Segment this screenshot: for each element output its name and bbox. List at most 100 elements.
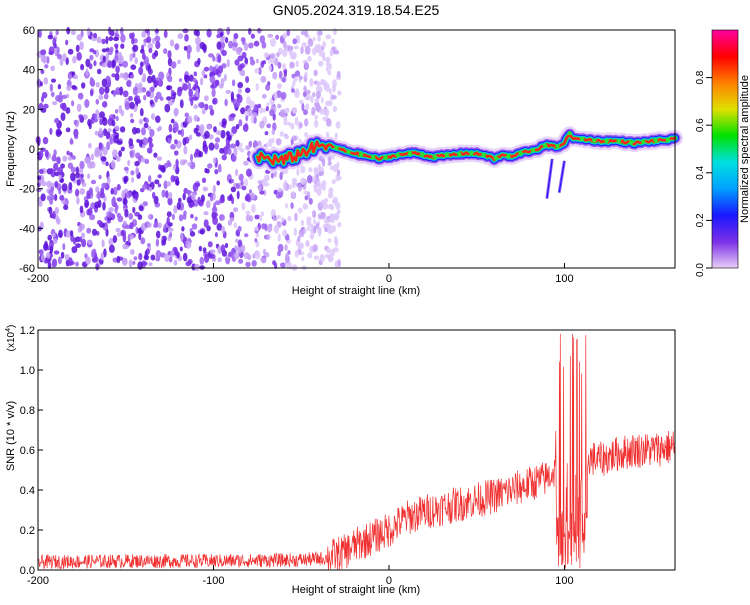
noise-speckle bbox=[240, 69, 246, 77]
noise-speckle bbox=[180, 232, 184, 241]
noise-speckle bbox=[323, 219, 330, 224]
noise-speckle bbox=[179, 99, 184, 109]
noise-speckle bbox=[252, 112, 258, 118]
noise-speckle bbox=[179, 78, 182, 83]
noise-speckle bbox=[147, 214, 151, 220]
noise-speckle bbox=[58, 174, 62, 180]
noise-speckle bbox=[193, 127, 199, 134]
noise-speckle bbox=[304, 132, 309, 137]
noise-speckle bbox=[95, 82, 100, 88]
noise-speckle bbox=[245, 87, 251, 94]
snr-x-tick-label: -200 bbox=[27, 575, 49, 587]
noise-speckle bbox=[240, 180, 244, 186]
noise-speckle bbox=[269, 53, 276, 59]
noise-speckle bbox=[170, 61, 177, 69]
noise-speckle bbox=[122, 197, 128, 206]
noise-speckle bbox=[166, 96, 172, 101]
noise-speckle bbox=[97, 191, 101, 200]
noise-speckle bbox=[44, 149, 49, 158]
noise-speckle bbox=[220, 244, 226, 254]
noise-speckle bbox=[215, 79, 220, 87]
noise-speckle bbox=[277, 233, 281, 242]
noise-speckle bbox=[107, 128, 112, 133]
noise-speckle bbox=[101, 78, 108, 88]
noise-speckle bbox=[115, 156, 121, 162]
noise-speckle bbox=[231, 79, 236, 87]
noise-speckle bbox=[132, 52, 136, 59]
noise-speckle bbox=[108, 207, 114, 213]
noise-speckle bbox=[281, 217, 285, 223]
noise-speckle bbox=[277, 243, 284, 253]
noise-speckle bbox=[197, 196, 201, 205]
noise-speckle bbox=[81, 82, 86, 89]
noise-speckle bbox=[191, 223, 198, 230]
noise-speckle bbox=[71, 155, 76, 160]
ridge-peak bbox=[371, 155, 376, 160]
noise-speckle bbox=[55, 215, 60, 223]
noise-speckle bbox=[313, 218, 317, 225]
noise-speckle bbox=[120, 43, 125, 49]
noise-speckle bbox=[250, 33, 256, 39]
noise-speckle bbox=[43, 77, 49, 85]
noise-speckle bbox=[225, 37, 229, 44]
noise-speckle bbox=[183, 145, 188, 155]
noise-speckle bbox=[133, 256, 138, 261]
noise-speckle bbox=[318, 86, 323, 93]
noise-speckle bbox=[112, 128, 117, 134]
noise-speckle bbox=[299, 99, 304, 104]
noise-speckle bbox=[84, 99, 90, 108]
noise-speckle bbox=[299, 122, 303, 128]
noise-speckle bbox=[320, 199, 325, 207]
noise-speckle bbox=[290, 122, 295, 130]
noise-speckle bbox=[198, 151, 203, 158]
noise-speckle bbox=[249, 100, 255, 108]
noise-speckle bbox=[295, 89, 299, 95]
noise-speckle bbox=[324, 108, 330, 117]
noise-speckle bbox=[40, 107, 47, 113]
noise-speckle bbox=[166, 181, 171, 187]
noise-speckle bbox=[275, 34, 280, 40]
noise-speckle bbox=[142, 184, 148, 190]
noise-speckle bbox=[182, 252, 188, 262]
noise-speckle bbox=[139, 61, 144, 68]
noise-speckle bbox=[90, 179, 97, 185]
ridge-peak bbox=[334, 145, 339, 151]
noise-speckle bbox=[178, 197, 182, 203]
noise-speckle bbox=[218, 65, 223, 74]
noise-speckle bbox=[257, 103, 262, 109]
noise-speckle bbox=[284, 135, 289, 140]
noise-speckle bbox=[208, 104, 213, 111]
noise-speckle bbox=[307, 38, 314, 47]
noise-speckle bbox=[75, 261, 79, 267]
noise-speckle bbox=[316, 81, 322, 86]
ridge-peak bbox=[407, 151, 413, 156]
noise-speckle bbox=[169, 39, 175, 47]
noise-speckle bbox=[225, 143, 231, 150]
noise-speckle bbox=[269, 109, 275, 117]
noise-speckle bbox=[238, 142, 243, 148]
noise-speckle bbox=[262, 178, 267, 187]
noise-speckle bbox=[189, 134, 193, 141]
noise-speckle bbox=[141, 127, 146, 136]
noise-speckle bbox=[233, 222, 238, 229]
noise-speckle bbox=[193, 29, 198, 36]
noise-speckle bbox=[235, 169, 239, 177]
noise-speckle bbox=[177, 59, 181, 65]
noise-speckle bbox=[50, 91, 55, 97]
noise-speckle bbox=[261, 108, 267, 113]
noise-speckle bbox=[120, 27, 124, 36]
noise-speckle bbox=[288, 184, 292, 190]
noise-speckle bbox=[114, 206, 118, 214]
noise-speckle bbox=[292, 80, 296, 87]
noise-speckle bbox=[50, 245, 53, 254]
noise-speckle bbox=[155, 257, 161, 262]
noise-speckle bbox=[123, 175, 129, 183]
noise-speckle bbox=[296, 168, 300, 176]
noise-speckle bbox=[300, 219, 305, 227]
noise-speckle bbox=[230, 91, 235, 101]
noise-speckle bbox=[233, 148, 238, 156]
noise-speckle bbox=[294, 249, 299, 258]
noise-speckle bbox=[125, 191, 132, 199]
noise-speckle bbox=[114, 89, 121, 95]
spectrogram-x-tick-label: 0 bbox=[386, 273, 392, 285]
